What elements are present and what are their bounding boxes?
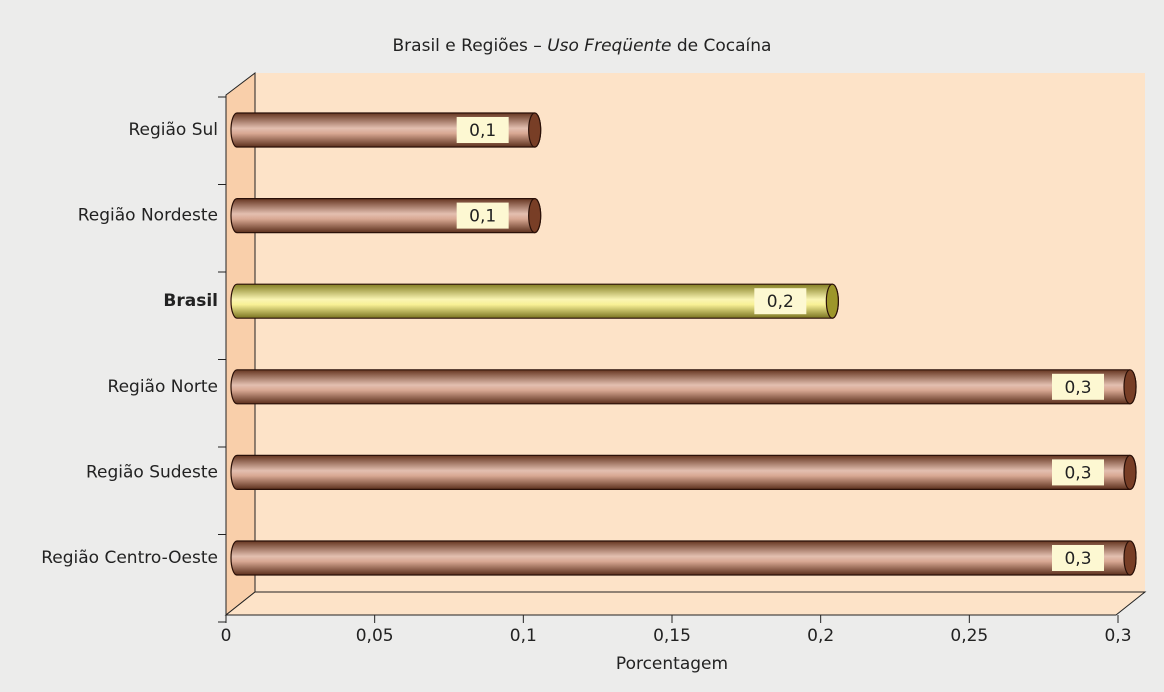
title-part: de Cocaína [671,36,771,56]
value-label: 0,2 [767,292,794,312]
y-tick-label: Região Norte [108,377,218,397]
x-tick-label: 0 [221,626,232,646]
side-wall [225,71,256,617]
bar [230,540,1137,576]
value-label: 0,3 [1064,463,1091,483]
title-part: Brasil e Regiões – [393,36,548,56]
value-label-box [456,202,509,229]
bar-group: 0,3 [230,454,1137,490]
value-label: 0,1 [469,207,496,227]
bar-cap [1123,369,1137,405]
bar [230,283,839,319]
bar [230,454,1137,490]
chart-title: Brasil e Regiões – Uso Freqüente de Coca… [393,36,772,56]
bar-cap [825,283,839,319]
x-tick-label: 0,1 [510,626,537,646]
title-part: Uso Freqüente [547,36,671,56]
floor [224,591,1147,616]
x-tick-label: 0,05 [356,626,394,646]
value-label-box [1052,373,1104,400]
bar [230,369,1137,405]
y-tick-label: Região Centro-Oeste [41,548,218,568]
bar-group: 0,3 [230,540,1137,576]
bar-cap [528,112,542,148]
x-tick-label: 0,15 [653,626,691,646]
y-tick-label: Região Sul [128,120,218,140]
bar-cap [1123,540,1137,576]
x-tick-label: 0,25 [950,626,988,646]
bar-cap [528,198,542,234]
bar-group: 0,1 [230,112,542,148]
bar-group: 0,1 [230,198,542,234]
bar-cap [1123,454,1137,490]
bar-group: 0,3 [230,369,1137,405]
y-tick-label: Região Nordeste [78,206,218,226]
value-label: 0,3 [1064,378,1091,398]
value-label: 0,1 [469,121,496,141]
x-tick-label: 0,2 [807,626,834,646]
y-tick-label: Região Sudeste [86,462,218,482]
value-label-box [456,117,509,143]
bar-group: 0,2 [230,283,839,319]
y-tick-label: Brasil [163,291,218,311]
x-tick-label: 0,3 [1104,626,1131,646]
value-label-box [754,288,807,315]
value-label: 0,3 [1064,549,1091,569]
x-axis-label: Porcentagem [616,654,728,674]
value-label-box [1052,459,1104,486]
back-wall [255,73,1145,592]
value-label-box [1052,545,1104,571]
